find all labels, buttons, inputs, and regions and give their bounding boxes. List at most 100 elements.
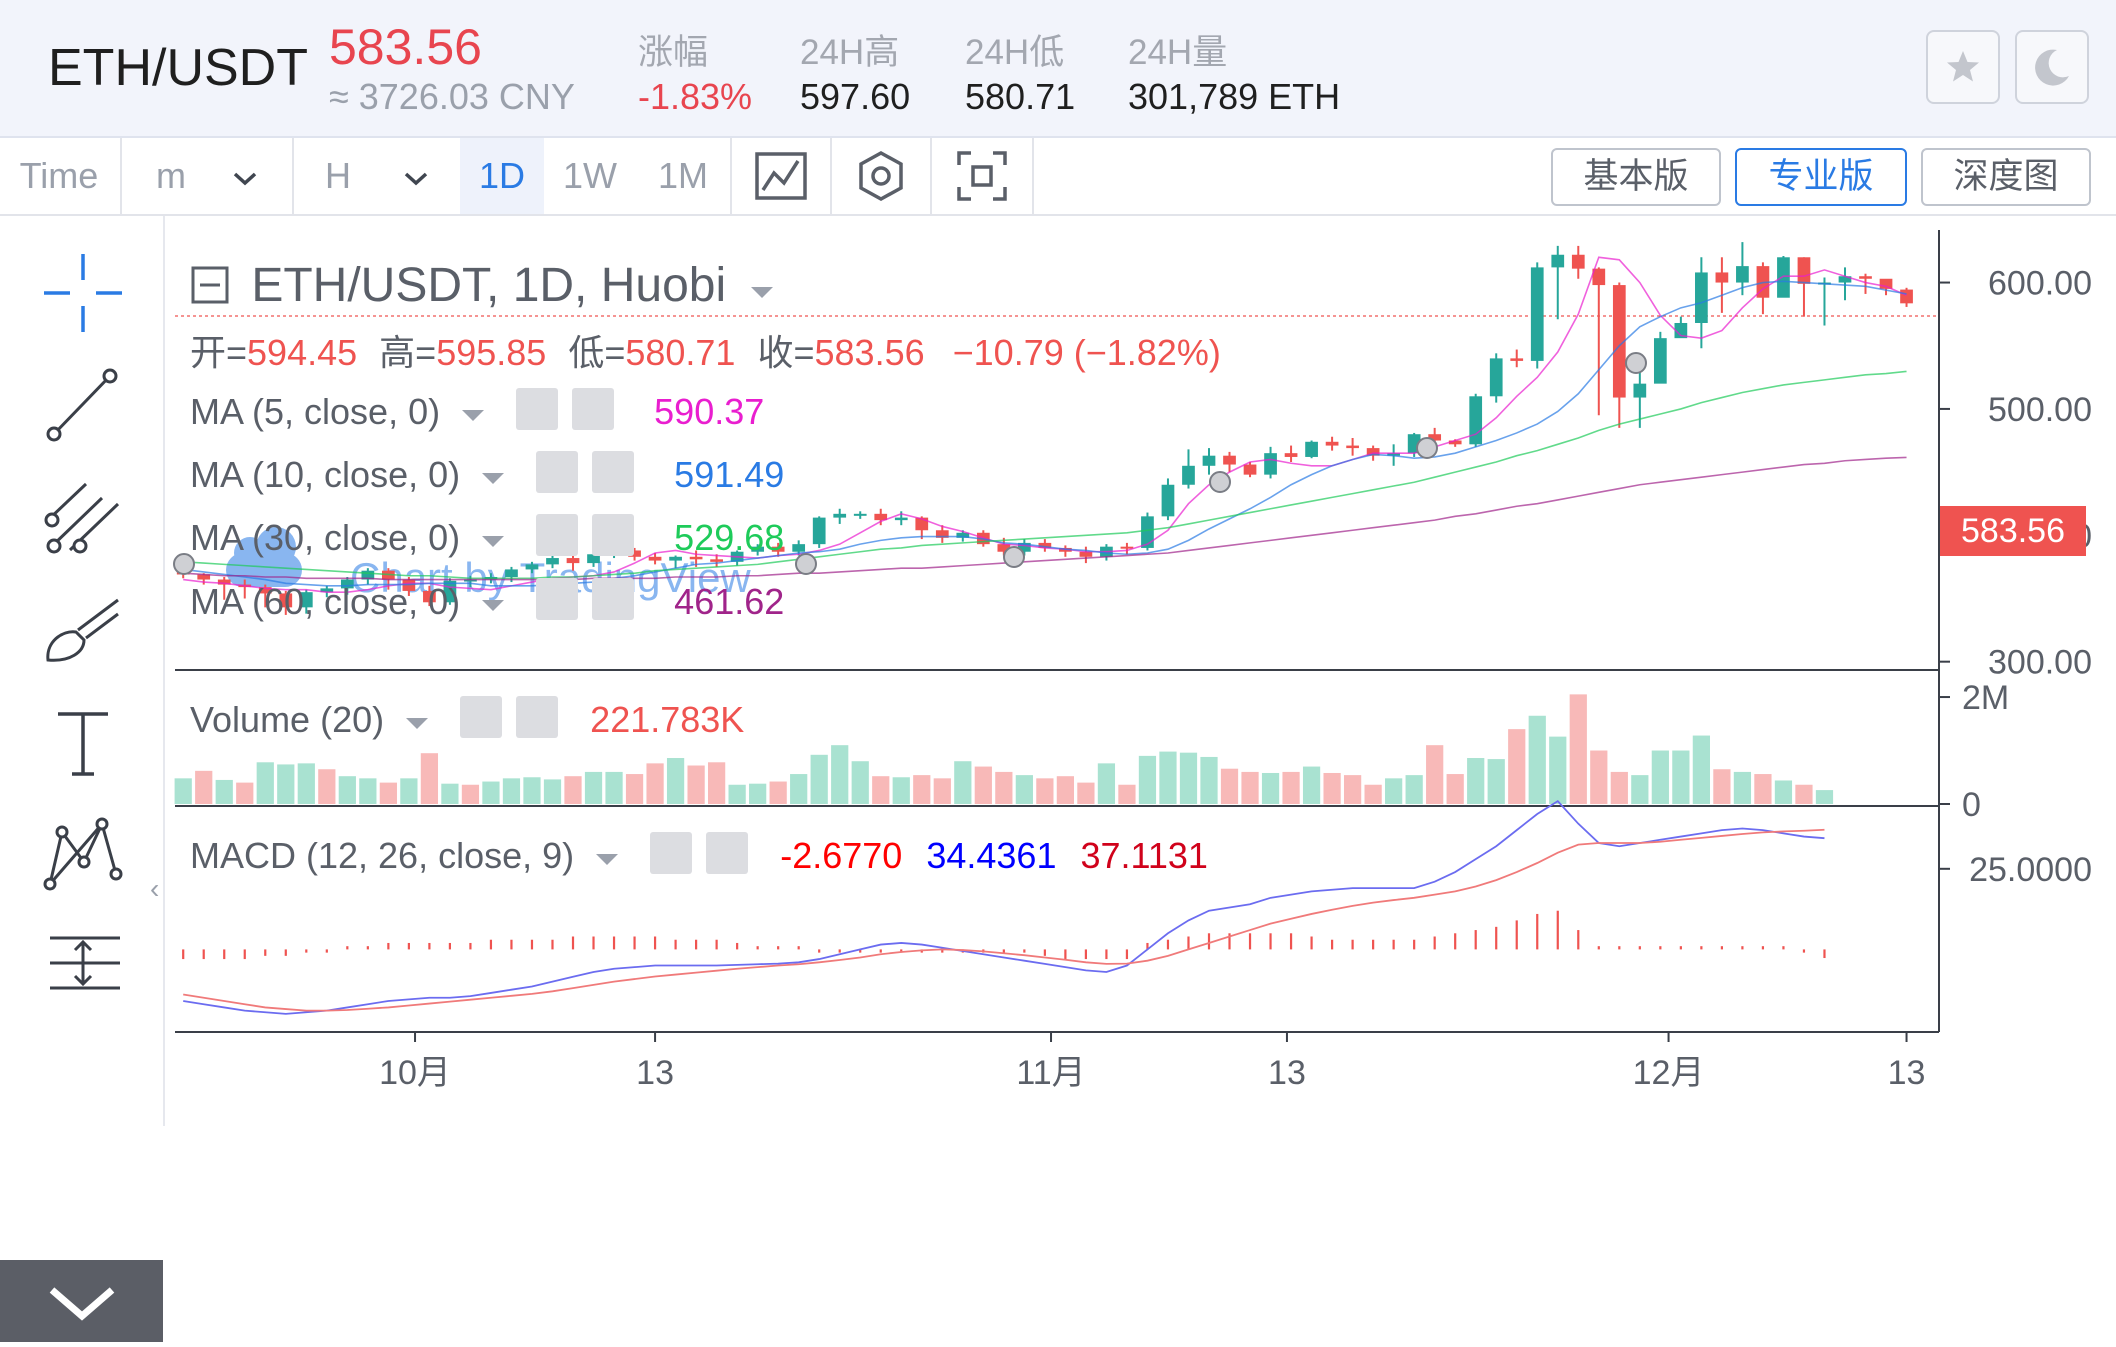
candle-body [525, 564, 539, 570]
volume-bar [1385, 778, 1403, 804]
candle-body [1428, 434, 1442, 441]
ma60-label: MA (60, close, 0) [190, 581, 461, 622]
close-icon[interactable] [706, 832, 749, 874]
event-marker[interactable] [1416, 437, 1438, 459]
pitchfork-tool[interactable] [40, 474, 126, 560]
ma30-legend[interactable]: MA (30, close, 0) 529.68 [190, 514, 784, 559]
volume-bar [872, 776, 890, 804]
minute-select[interactable]: m [122, 138, 292, 214]
settings-icon[interactable] [536, 514, 579, 556]
period-1w[interactable]: 1W [563, 155, 617, 196]
volume-bar [1754, 774, 1772, 804]
ma5-legend[interactable]: MA (5, close, 0) 590.37 [190, 388, 764, 433]
close-icon[interactable] [592, 451, 635, 493]
volume-bar [297, 763, 315, 804]
toolbar-divider [1032, 138, 1034, 214]
crosshair-tool[interactable] [40, 250, 126, 336]
chevron-down-icon [233, 172, 257, 186]
collapse-tools-button[interactable] [0, 1260, 163, 1342]
dropdown-arrow-icon[interactable] [480, 532, 506, 550]
indicators-button[interactable] [832, 138, 930, 214]
candle-body [299, 592, 313, 608]
candle-body [1243, 464, 1257, 475]
dropdown-arrow-icon[interactable] [480, 596, 506, 614]
macd-line-value: 34.4361 [926, 835, 1057, 876]
crosshair-icon [44, 254, 122, 332]
pitchfork-icon [44, 482, 120, 554]
macd-legend[interactable]: MACD (12, 26, close, 9) -2.6770 34.4361 … [190, 832, 1208, 877]
event-marker[interactable] [1209, 471, 1231, 493]
close-icon[interactable] [592, 578, 635, 620]
close-icon[interactable] [572, 388, 615, 430]
candle-body [1571, 254, 1585, 269]
settings-icon[interactable] [536, 578, 579, 620]
brush-icon [46, 598, 119, 662]
settings-icon[interactable] [460, 696, 503, 738]
event-marker[interactable] [795, 553, 817, 575]
hour-select[interactable]: H [294, 138, 460, 214]
trend-line-tool[interactable] [40, 362, 126, 448]
volume-legend[interactable]: Volume (20) 221.783K [190, 696, 744, 741]
collapse-legend-icon[interactable] [190, 265, 230, 305]
candle-body [1838, 276, 1852, 283]
pattern-tool[interactable] [40, 810, 126, 896]
volume-bar [1282, 771, 1300, 804]
candle-body [1079, 551, 1093, 557]
ma10-legend[interactable]: MA (10, close, 0) 591.49 [190, 451, 784, 496]
favorite-button[interactable] [1926, 30, 2000, 104]
text-tool[interactable] [40, 698, 126, 784]
volume-bar [461, 784, 480, 804]
close-icon[interactable] [516, 696, 559, 738]
high-value: 595.85 [436, 332, 547, 373]
last-price-tag: 583.56 [1940, 506, 2086, 556]
symbol-legend[interactable]: ETH/USDT, 1D, Huobi [190, 258, 775, 313]
candle-body [1202, 455, 1216, 466]
candle-body [566, 558, 580, 564]
volume-bar [338, 776, 356, 804]
candle-body [648, 556, 662, 561]
event-marker[interactable] [1625, 352, 1647, 374]
volume-bar [1508, 729, 1526, 804]
chart-style-button[interactable] [732, 138, 830, 214]
candle-body [505, 569, 518, 578]
volume-bar [892, 777, 910, 804]
volume-bar [1467, 758, 1485, 804]
period-1d[interactable]: 1D [460, 138, 544, 214]
low-value: 580.71 [965, 76, 1076, 117]
time-tick-label: 13 [1268, 1054, 1306, 1092]
dropdown-arrow-icon[interactable] [749, 283, 775, 301]
ma60-legend[interactable]: MA (60, close, 0) 461.62 [190, 578, 784, 623]
volume-bar [687, 765, 705, 804]
volume-bar [666, 758, 685, 804]
candle-body [1900, 289, 1913, 304]
volume-bar [236, 782, 254, 804]
settings-icon[interactable] [516, 388, 559, 430]
dropdown-arrow-icon[interactable] [460, 406, 486, 424]
chart-area[interactable]: Chart by TradingView 600.00500.00400.003… [0, 216, 2116, 1126]
settings-icon[interactable] [650, 832, 693, 874]
brush-tool[interactable] [40, 586, 126, 672]
candle-body [217, 579, 231, 585]
depth-chart-button[interactable]: 深度图 [1921, 148, 2091, 206]
event-marker[interactable] [1003, 546, 1025, 568]
volume-bar [1774, 780, 1793, 804]
measure-tool[interactable] [40, 920, 126, 1006]
dropdown-arrow-icon[interactable] [480, 469, 506, 487]
candle-body [1141, 516, 1154, 548]
volume-bar [523, 777, 541, 804]
period-1m[interactable]: 1M [657, 155, 708, 196]
candle-body [956, 532, 970, 538]
dropdown-arrow-icon[interactable] [404, 714, 430, 732]
low-label: 低= [568, 332, 626, 373]
screenshot-button[interactable] [932, 138, 1032, 214]
candle-body [1859, 276, 1872, 279]
pro-version-button[interactable]: 专业版 [1735, 148, 1907, 206]
settings-icon[interactable] [536, 451, 579, 493]
basic-version-button[interactable]: 基本版 [1551, 148, 1721, 206]
dropdown-arrow-icon[interactable] [594, 850, 620, 868]
theme-button[interactable] [2015, 30, 2089, 104]
event-marker[interactable] [173, 553, 195, 575]
volume-bars [174, 694, 1834, 804]
close-icon[interactable] [592, 514, 635, 556]
scroll-left-icon[interactable]: ‹ [150, 873, 159, 904]
